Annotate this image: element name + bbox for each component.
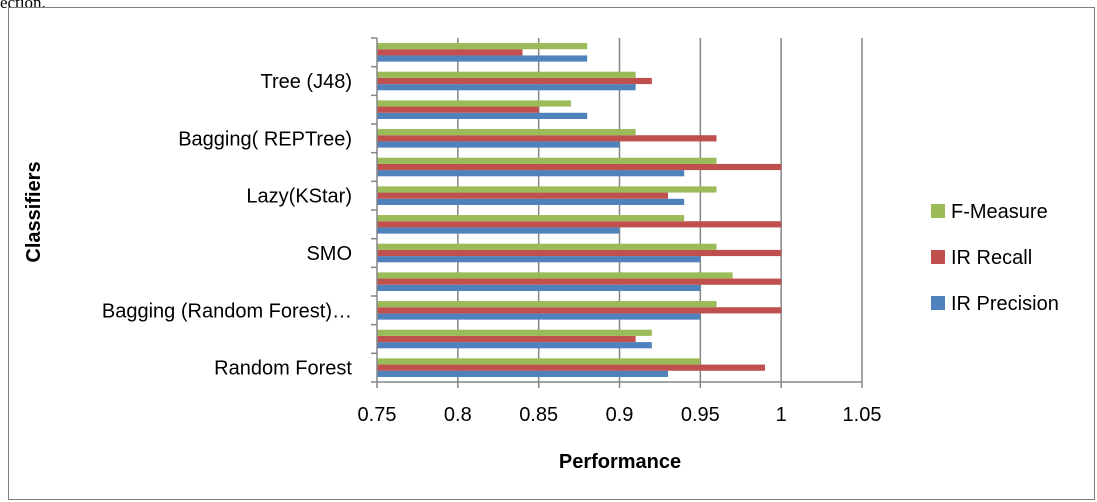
bar-ir-precision xyxy=(377,227,620,234)
category-label: Lazy(KStar) xyxy=(246,186,352,208)
bar-f-measure xyxy=(377,272,733,279)
category-label: Random Forest xyxy=(214,358,352,380)
bar-f-measure xyxy=(377,215,685,222)
legend-label: IR Recall xyxy=(951,247,1032,269)
x-tick-label: 0.85 xyxy=(519,404,558,426)
category-label: Bagging( REPTree) xyxy=(178,128,352,150)
legend-label: F-Measure xyxy=(951,201,1048,223)
bar-ir-recall xyxy=(377,364,765,371)
bar-ir-recall xyxy=(377,77,652,85)
bar-ir-precision xyxy=(377,141,620,148)
x-tick-label: 0.8 xyxy=(444,404,472,426)
bar-ir-precision xyxy=(377,170,685,177)
bar-ir-recall xyxy=(377,49,523,56)
bar-ir-precision xyxy=(377,112,588,119)
bar-ir-precision xyxy=(377,256,701,263)
legend-swatch xyxy=(931,204,945,218)
bar-ir-precision xyxy=(377,313,701,320)
x-tick-label: 0.9 xyxy=(606,404,634,426)
bar-ir-recall xyxy=(377,106,539,113)
x-tick-label: 1.05 xyxy=(843,404,882,426)
bar-f-measure xyxy=(377,43,588,50)
bar-f-measure xyxy=(377,358,701,365)
bars xyxy=(377,43,782,377)
x-tick-labels: 0.75 0.8 0.85 0.9 0.95 1 1.05 xyxy=(358,404,882,426)
legend-swatch xyxy=(931,250,945,264)
bar-ir-recall xyxy=(377,221,782,228)
x-tick-label: 0.95 xyxy=(681,404,720,426)
bar-f-measure xyxy=(377,243,717,250)
bar-ir-precision xyxy=(377,342,652,349)
bar-f-measure xyxy=(377,329,652,336)
legend-label: IR Precision xyxy=(951,293,1059,315)
bar-f-measure xyxy=(377,157,717,164)
x-tick-label: 0.75 xyxy=(358,404,397,426)
bar-ir-recall xyxy=(377,278,782,285)
category-labels: Random Forest Bagging (Random Forest)… SMO… xyxy=(102,71,353,380)
bar-f-measure xyxy=(377,129,636,136)
bar-ir-recall xyxy=(377,163,782,171)
bar-ir-precision xyxy=(377,198,685,205)
bar-ir-recall xyxy=(377,249,782,257)
bar-f-measure xyxy=(377,186,717,193)
legend: F-Measure IR Recall IR Precision xyxy=(931,201,1059,315)
y-axis-title: Classifiers xyxy=(23,161,45,262)
bar-ir-recall xyxy=(377,192,668,199)
bar-ir-recall xyxy=(377,307,782,314)
x-tick-label: 1 xyxy=(776,404,787,426)
category-label: SMO xyxy=(306,243,352,265)
category-label: Bagging (Random Forest)… xyxy=(102,300,352,322)
bar-ir-precision xyxy=(377,284,701,291)
grid-lines xyxy=(457,38,863,382)
bar-ir-precision xyxy=(377,84,636,91)
bar-ir-precision xyxy=(377,370,668,377)
x-axis-title: Performance xyxy=(559,451,681,473)
legend-swatch xyxy=(931,296,945,310)
bar-f-measure xyxy=(377,301,717,308)
bar-ir-precision xyxy=(377,55,588,62)
bar-ir-recall xyxy=(377,135,717,142)
bar-f-measure xyxy=(377,71,636,78)
axes xyxy=(371,37,863,388)
bar-ir-recall xyxy=(377,335,636,343)
bar-f-measure xyxy=(377,100,571,107)
category-label: Tree (J48) xyxy=(260,71,352,93)
